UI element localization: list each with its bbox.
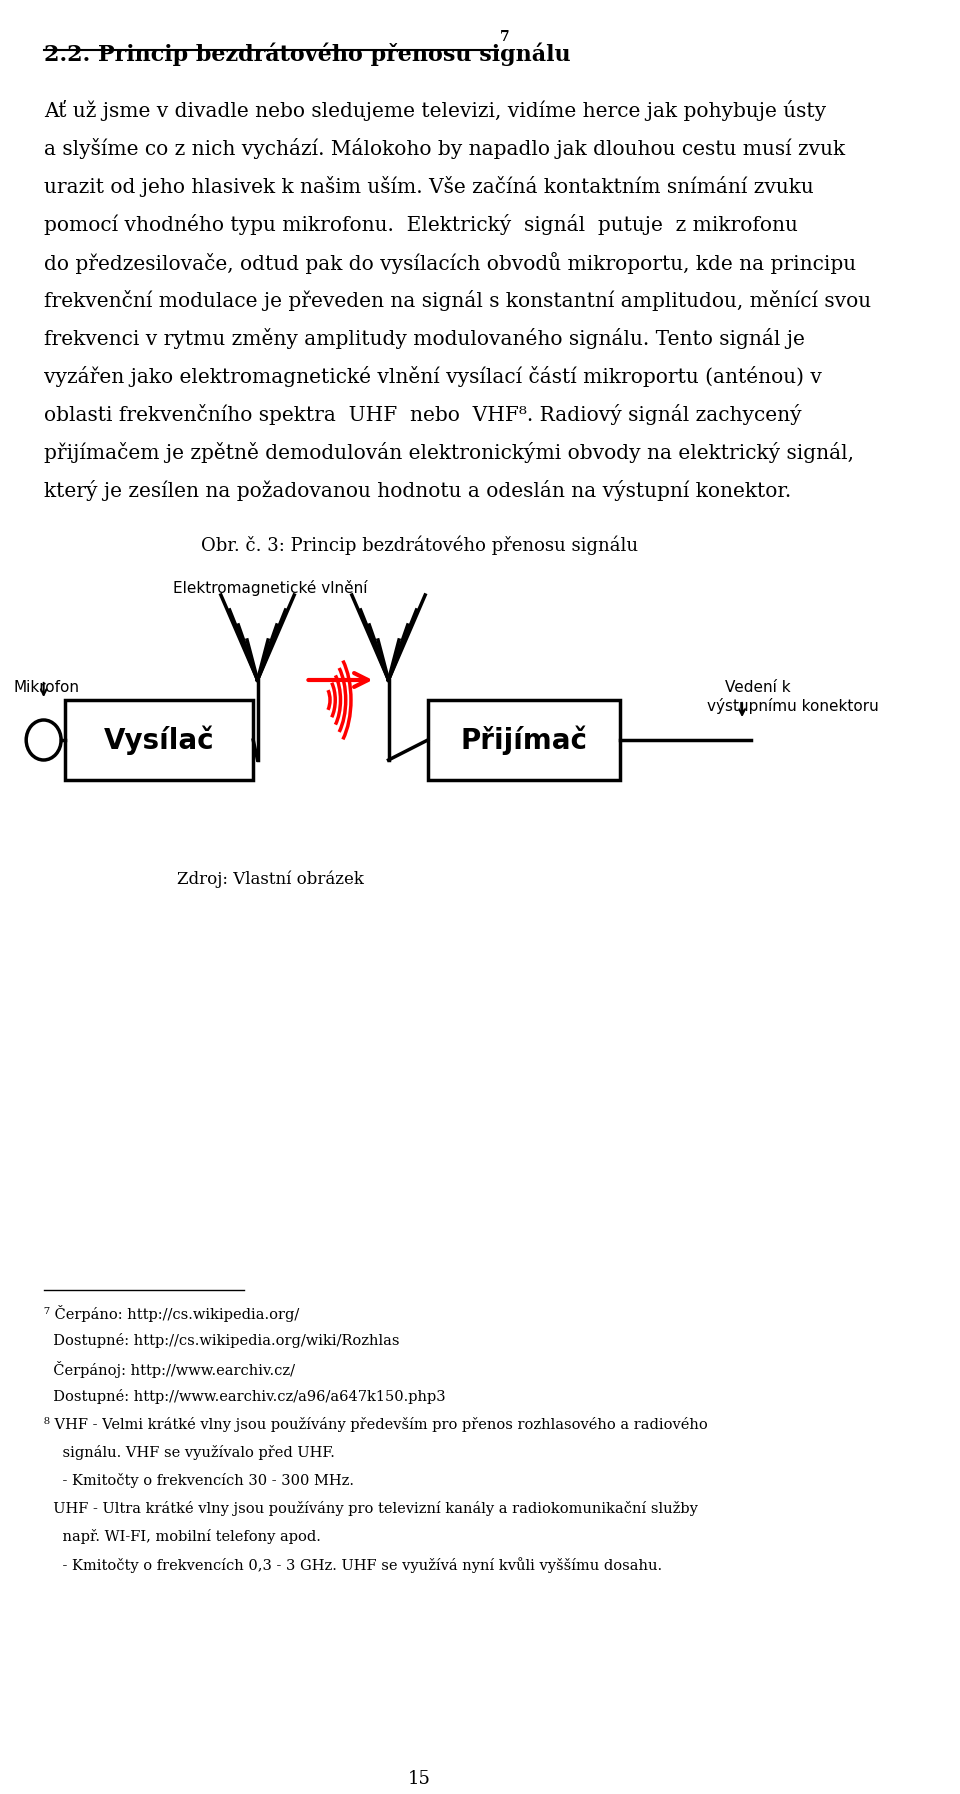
Text: Dostupné: http://cs.wikipedia.org/wiki/Rozhlas: Dostupné: http://cs.wikipedia.org/wiki/R… [43, 1333, 399, 1347]
Text: frekvenci v rytmu změny amplitudy modulovaného signálu. Tento signál je: frekvenci v rytmu změny amplitudy modulo… [43, 328, 804, 350]
Text: Elektromagnetické vlnění: Elektromagnetické vlnění [174, 579, 368, 596]
Text: Ať už jsme v divadle nebo sledujeme televizi, vidíme herce jak pohybuje ústy: Ať už jsme v divadle nebo sledujeme tele… [43, 100, 826, 120]
Text: Vysílač: Vysílač [104, 725, 215, 755]
Text: 7: 7 [500, 30, 510, 45]
Text: který je zesílen na požadovanou hodnotu a odeslán na výstupní konektor.: který je zesílen na požadovanou hodnotu … [43, 481, 791, 501]
Text: oblasti frekvenčního spektra  UHF  nebo  VHF⁸. Radiový signál zachycený: oblasti frekvenčního spektra UHF nebo VH… [43, 404, 802, 425]
Text: do předzesilovače, odtud pak do vysílacích obvodů mikroportu, kde na principu: do předzesilovače, odtud pak do vysílací… [43, 251, 855, 274]
Text: ⁸ VHF - Velmi krátké vlny jsou používány především pro přenos rozhlasového a rad: ⁸ VHF - Velmi krátké vlny jsou používány… [43, 1417, 708, 1432]
Text: Obr. č. 3: Princip bezdrátového přenosu signálu: Obr. č. 3: Princip bezdrátového přenosu … [201, 535, 637, 554]
FancyBboxPatch shape [428, 700, 620, 780]
Text: např. WI-FI, mobilní telefony apod.: např. WI-FI, mobilní telefony apod. [43, 1528, 321, 1545]
Text: signálu. VHF se využívalo před UHF.: signálu. VHF se využívalo před UHF. [43, 1444, 334, 1460]
Text: - Kmitočty o frekvencích 30 - 300 MHz.: - Kmitočty o frekvencích 30 - 300 MHz. [43, 1473, 353, 1487]
Text: Dostupné: http://www.earchiv.cz/a96/a647k150.php3: Dostupné: http://www.earchiv.cz/a96/a647… [43, 1389, 445, 1405]
Text: Čerpánoj: http://www.earchiv.cz/: Čerpánoj: http://www.earchiv.cz/ [43, 1362, 295, 1378]
Text: 2.2. Princip bezdrátového přenosu signálu: 2.2. Princip bezdrátového přenosu signál… [43, 41, 570, 66]
Text: Zdroj: Vlastní obrázek: Zdroj: Vlastní obrázek [178, 870, 364, 888]
Text: urazit od jeho hlasivek k našim uším. Vše začíná kontaktním snímání zvuku: urazit od jeho hlasivek k našim uším. Vš… [43, 176, 813, 197]
FancyBboxPatch shape [65, 700, 253, 780]
Text: ⁷ Čerpáno: http://cs.wikipedia.org/: ⁷ Čerpáno: http://cs.wikipedia.org/ [43, 1304, 299, 1322]
Text: Mikrofon: Mikrofon [13, 680, 79, 694]
Text: frekvenční modulace je převeden na signál s konstantní amplitudou, měnící svou: frekvenční modulace je převeden na signá… [43, 291, 871, 310]
Text: 15: 15 [408, 1771, 430, 1789]
Text: Přijímač: Přijímač [461, 725, 588, 755]
Text: výstupnímu konektoru: výstupnímu konektoru [708, 698, 879, 714]
Text: Vedení k: Vedení k [725, 680, 790, 694]
Text: vyzářen jako elektromagnetické vlnění vysílací částí mikroportu (anténou) v: vyzářen jako elektromagnetické vlnění vy… [43, 366, 822, 388]
Text: UHF - Ultra krátké vlny jsou používány pro televizní kanály a radiokomunikační s: UHF - Ultra krátké vlny jsou používány p… [43, 1502, 698, 1516]
Text: pomocí vhodného typu mikrofonu.  Elektrický  signál  putuje  z mikrofonu: pomocí vhodného typu mikrofonu. Elektric… [43, 213, 798, 235]
Text: a slyšíme co z nich vychází. Málokoho by napadlo jak dlouhou cestu musí zvuk: a slyšíme co z nich vychází. Málokoho by… [43, 138, 845, 160]
Text: přijímačem je zpětně demodulován elektronickými obvody na elektrický signál,: přijímačem je zpětně demodulován elektro… [43, 441, 853, 463]
Text: - Kmitočty o frekvencích 0,3 - 3 GHz. UHF se využívá nyní kvůli vyššímu dosahu.: - Kmitočty o frekvencích 0,3 - 3 GHz. UH… [43, 1557, 661, 1573]
